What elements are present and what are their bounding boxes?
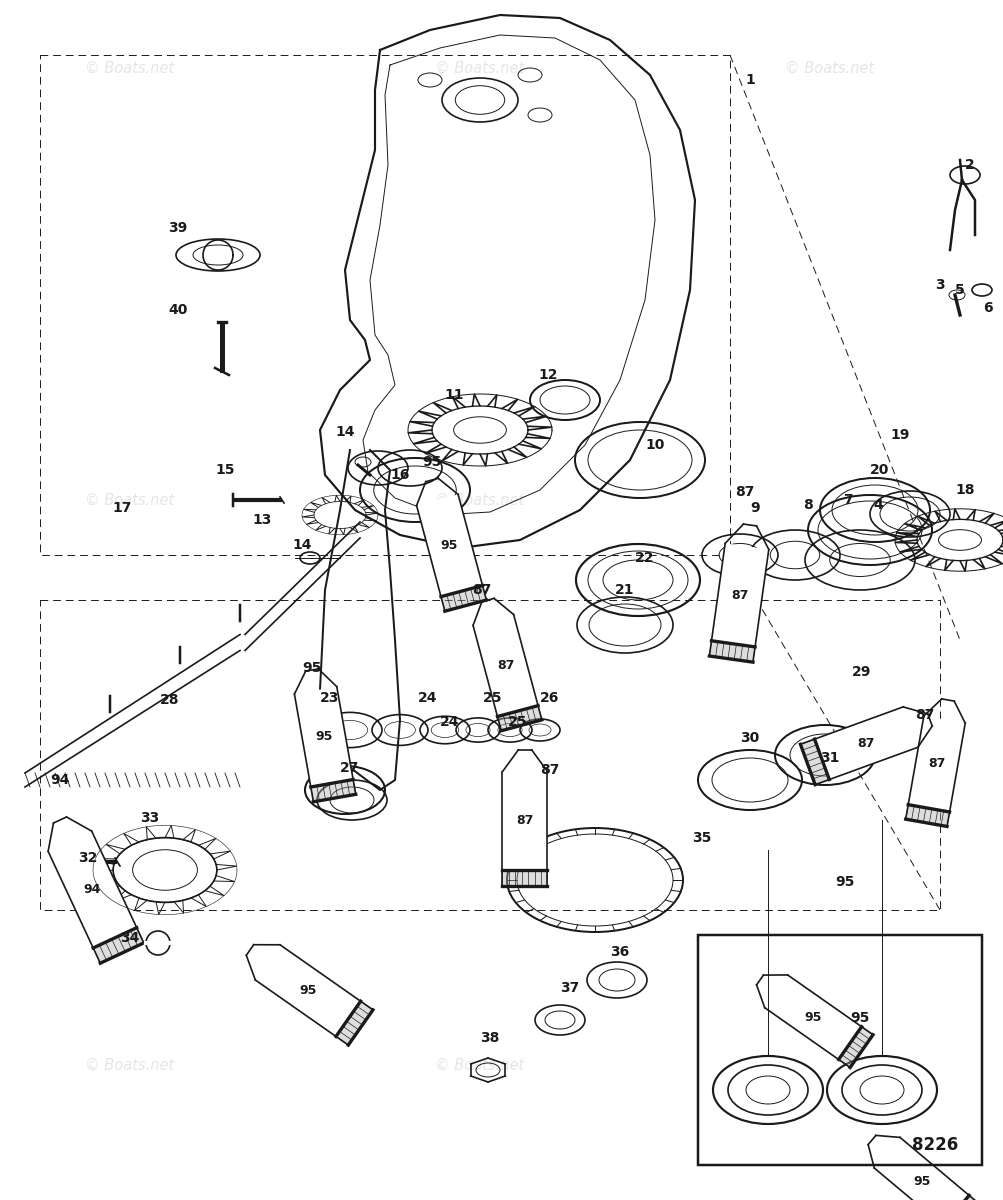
Polygon shape <box>502 772 547 870</box>
Text: 87: 87 <box>471 583 491 596</box>
Polygon shape <box>813 707 917 780</box>
Text: 87: 87 <box>540 763 559 778</box>
Text: © Boats.net: © Boats.net <box>784 60 874 76</box>
Text: 3: 3 <box>934 278 944 292</box>
Polygon shape <box>943 1195 979 1200</box>
Text: 87: 87 <box>734 485 754 499</box>
Text: 26: 26 <box>540 691 559 704</box>
Text: © Boats.net: © Boats.net <box>435 60 525 76</box>
Text: 9: 9 <box>749 502 759 515</box>
Polygon shape <box>502 870 547 886</box>
Text: 87: 87 <box>927 757 945 770</box>
Text: 36: 36 <box>610 946 629 959</box>
Polygon shape <box>440 586 485 611</box>
Text: 18: 18 <box>954 482 974 497</box>
Text: 87: 87 <box>496 659 514 672</box>
Text: © Boats.net: © Boats.net <box>85 492 175 508</box>
Text: 95: 95 <box>302 661 321 674</box>
Polygon shape <box>320 450 399 790</box>
Text: 12: 12 <box>538 368 558 382</box>
Text: 27: 27 <box>340 761 359 775</box>
Polygon shape <box>294 686 353 787</box>
Text: © Boats.net: © Boats.net <box>435 1057 525 1073</box>
Polygon shape <box>711 544 768 647</box>
Polygon shape <box>93 928 143 964</box>
Polygon shape <box>336 1001 372 1045</box>
Text: 13: 13 <box>252 514 272 527</box>
Text: 32: 32 <box>78 851 97 865</box>
Text: 15: 15 <box>215 463 235 476</box>
Polygon shape <box>255 944 360 1037</box>
Text: 39: 39 <box>169 221 188 235</box>
Polygon shape <box>799 739 828 785</box>
Text: 11: 11 <box>443 388 463 402</box>
Text: 95: 95 <box>440 539 457 552</box>
Text: 21: 21 <box>615 583 634 596</box>
Text: 16: 16 <box>390 468 409 482</box>
Text: 95: 95 <box>834 875 854 889</box>
Text: 8: 8 <box>802 498 812 512</box>
Text: 24: 24 <box>418 691 437 704</box>
Text: 87: 87 <box>516 815 534 827</box>
Text: 87: 87 <box>731 589 748 601</box>
Text: © Boats.net: © Boats.net <box>435 492 525 508</box>
Text: 22: 22 <box>635 551 654 565</box>
Text: © Boats.net: © Boats.net <box>85 1057 175 1073</box>
Text: 14: 14 <box>335 425 354 439</box>
Text: 2: 2 <box>964 158 974 172</box>
Text: 23: 23 <box>320 691 339 704</box>
Text: 38: 38 <box>479 1031 499 1045</box>
Text: 34: 34 <box>120 931 139 946</box>
Text: 87: 87 <box>857 737 874 750</box>
Text: 29: 29 <box>852 665 871 679</box>
Text: 17: 17 <box>112 502 131 515</box>
Polygon shape <box>908 716 964 812</box>
Text: 14: 14 <box>292 538 312 552</box>
Polygon shape <box>48 832 136 948</box>
Text: 87: 87 <box>915 708 934 722</box>
Polygon shape <box>838 1027 873 1068</box>
Text: 6: 6 <box>982 301 992 314</box>
Text: © Boats.net: © Boats.net <box>85 60 175 76</box>
Text: 95: 95 <box>422 455 441 469</box>
Text: 10: 10 <box>645 438 664 452</box>
Text: 95: 95 <box>850 1010 869 1025</box>
Polygon shape <box>472 614 538 716</box>
Text: 30: 30 <box>739 731 759 745</box>
Text: 5: 5 <box>954 283 964 296</box>
Polygon shape <box>416 494 482 596</box>
Text: 25: 25 <box>482 691 503 704</box>
Text: 28: 28 <box>160 692 180 707</box>
Polygon shape <box>320 14 694 548</box>
Text: 8226: 8226 <box>911 1136 957 1154</box>
Text: 95: 95 <box>315 731 332 743</box>
Polygon shape <box>496 706 542 731</box>
Text: 40: 40 <box>169 302 188 317</box>
Polygon shape <box>311 780 355 802</box>
Polygon shape <box>874 1138 968 1200</box>
Text: 7: 7 <box>843 493 852 506</box>
Text: 95: 95 <box>299 984 316 997</box>
Text: 37: 37 <box>560 982 579 995</box>
Text: 95: 95 <box>803 1010 821 1024</box>
Text: 4: 4 <box>873 498 882 512</box>
Polygon shape <box>709 641 754 662</box>
Polygon shape <box>764 974 861 1060</box>
Text: 1: 1 <box>744 73 754 86</box>
Text: 95: 95 <box>912 1175 930 1188</box>
Text: 33: 33 <box>140 811 159 826</box>
Text: 35: 35 <box>692 830 711 845</box>
Text: 94: 94 <box>50 773 69 787</box>
Text: 19: 19 <box>890 428 909 442</box>
Text: 20: 20 <box>870 463 889 476</box>
Text: 24: 24 <box>439 715 459 728</box>
Bar <box>697 935 981 1165</box>
Text: 25: 25 <box>508 715 528 728</box>
Polygon shape <box>905 805 949 827</box>
Text: 31: 31 <box>819 751 839 766</box>
Text: 94: 94 <box>83 883 101 896</box>
